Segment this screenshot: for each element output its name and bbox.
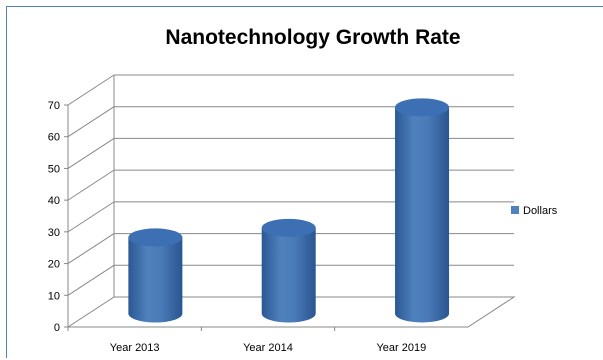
gridline-side — [67, 201, 115, 233]
bar — [128, 228, 183, 323]
x-axis: Year 2013 Year 2014 Year 2019 — [67, 327, 426, 354]
y-tick-label: 60 — [48, 132, 60, 144]
y-tick-label: 30 — [48, 227, 60, 239]
legend-label: Dollars — [523, 205, 558, 217]
bar-body — [395, 107, 450, 323]
bar-body — [261, 227, 316, 323]
bar-top — [261, 218, 316, 237]
bar — [261, 218, 316, 323]
chart-frame — [6, 6, 603, 358]
x-tick-label: Year 2014 — [243, 342, 293, 354]
y-tick-label: 20 — [48, 259, 60, 271]
bar-top — [128, 228, 183, 247]
legend-swatch — [511, 206, 519, 214]
y-axis: 0 10 20 30 40 50 60 70 — [48, 100, 68, 334]
chart-title: Nanotechnology Growth Rate — [165, 26, 460, 49]
x-tick-label: Year 2019 — [376, 342, 426, 354]
y-tick-label: 10 — [48, 290, 60, 302]
legend: Dollars — [511, 205, 558, 217]
bar — [395, 98, 450, 323]
y-tick-label: 70 — [48, 100, 60, 112]
x-tick-label: Year 2013 — [110, 342, 160, 354]
gridline-side — [67, 169, 115, 201]
gridline-side — [67, 264, 115, 296]
y-tick-label: 0 — [54, 322, 60, 334]
bar-body — [128, 237, 183, 323]
gridline-side — [67, 106, 115, 138]
y-tick-label: 40 — [48, 195, 60, 207]
bars — [128, 98, 450, 323]
bar-top — [395, 98, 450, 117]
gridline-side — [67, 233, 115, 264]
gridline-side — [67, 138, 115, 169]
y-tick-label: 50 — [48, 163, 60, 175]
gridline-side — [67, 74, 115, 106]
